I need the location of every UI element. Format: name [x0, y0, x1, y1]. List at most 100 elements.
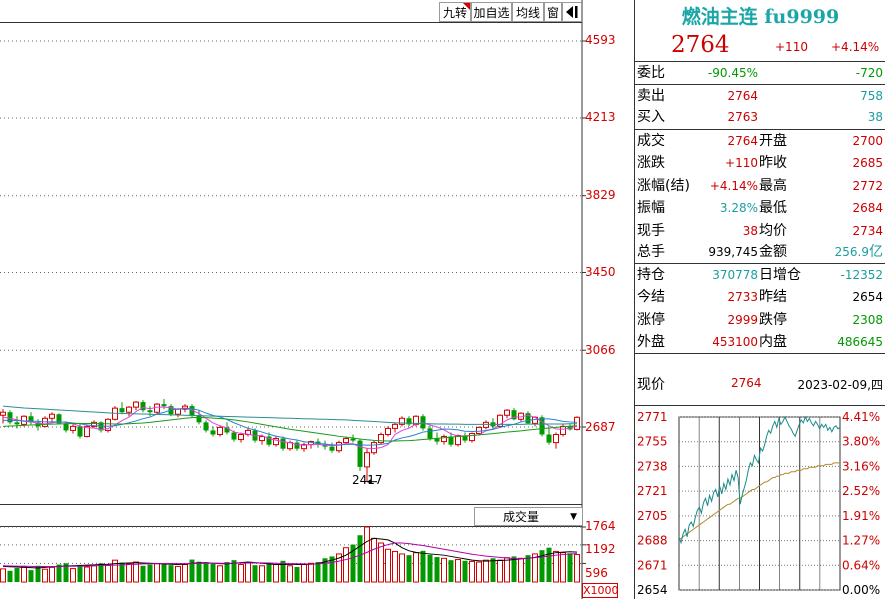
intraday-chart[interactable]: 2771 4.41% 2755 3.80% 2738 3.16% 2721 2.52% 2705… — [635, 405, 885, 599]
candle-body — [497, 414, 503, 427]
volume-bar — [119, 562, 125, 582]
volume-bar — [231, 560, 237, 582]
add-favorite-button[interactable]: 加自选 — [471, 2, 512, 22]
weibi-row: 委比 -90.45% -720 — [637, 65, 883, 81]
stat-row: 涨停 2999 跌停 2308 — [637, 311, 883, 328]
volume-bar — [357, 535, 363, 582]
volume-bar — [42, 568, 48, 583]
candle-body — [329, 446, 335, 451]
volume-bar — [539, 550, 545, 582]
last-price: 2764 — [671, 32, 730, 58]
volume-bar — [336, 553, 342, 583]
candle-body — [539, 417, 545, 435]
indicator-select-label: 成交量 — [502, 510, 539, 524]
buy-row: 买入 2763 38 — [637, 109, 883, 125]
candle-body — [483, 421, 489, 428]
volume-bar — [413, 552, 419, 583]
volume-bar — [14, 567, 20, 582]
volume-bar — [224, 562, 230, 582]
candle-body — [511, 410, 517, 420]
candle-body — [63, 423, 69, 431]
volume-bar — [315, 562, 321, 582]
nine-turn-button[interactable]: 九转 — [439, 2, 471, 22]
kline-chart[interactable] — [0, 0, 634, 599]
candle-body — [259, 436, 265, 442]
intraday-price-label: 2721 — [637, 484, 668, 498]
moving-average-button[interactable]: 均线 — [512, 2, 544, 22]
volume-bar — [483, 559, 489, 583]
nine-turn-marker-icon — [463, 3, 470, 10]
candle-body — [525, 413, 531, 424]
candle-body — [364, 452, 370, 468]
candle-body — [462, 435, 468, 441]
candle-body — [546, 434, 552, 443]
volume-bar — [350, 544, 356, 582]
candle-body — [7, 412, 13, 423]
window-button[interactable]: 窗 — [544, 2, 562, 22]
exit-button[interactable] — [562, 2, 582, 22]
candle-body — [427, 428, 433, 439]
volume-bar — [462, 560, 468, 582]
stat-row: 振幅 3.28% 最低 2684 — [637, 200, 883, 217]
indicator-select[interactable]: 成交量 ▼ — [474, 507, 583, 526]
candle-body — [420, 416, 426, 429]
volume-bar — [140, 565, 146, 582]
sell-row: 卖出 2764 758 — [637, 88, 883, 104]
volume-bar — [420, 550, 426, 582]
moving-average-label: 均线 — [515, 6, 540, 20]
candle-body — [343, 438, 349, 444]
volume-bar — [266, 563, 272, 582]
volume-bar — [560, 552, 566, 583]
price-change-pct: +4.14% — [831, 40, 880, 54]
ma20-line — [2, 416, 578, 442]
intraday-pct-label: 3.16% — [842, 459, 880, 473]
stat-row: 持仓 370778 日增仓 -12352 — [637, 267, 883, 283]
volume-bar — [98, 563, 104, 582]
intraday-price-label: 2755 — [637, 435, 668, 449]
price-change: +110 — [775, 40, 808, 54]
stat-row: 现手 38 均价 2734 — [637, 222, 883, 239]
volume-bar — [147, 564, 153, 582]
volume-bar — [196, 561, 202, 582]
volume-bar — [532, 553, 538, 583]
candle-body — [301, 444, 307, 450]
volume-bar — [7, 570, 13, 582]
stat-row: 涨跌 +110 昨收 2685 — [637, 155, 883, 172]
volume-bar — [294, 567, 300, 582]
volume-bar — [469, 560, 475, 583]
candle-body — [406, 418, 412, 425]
price-axis-label: 4593 — [585, 33, 616, 47]
volume-bar — [364, 526, 370, 583]
candle-body — [280, 438, 286, 449]
intraday-pct-label: 0.00% — [842, 583, 880, 597]
volume-bar — [511, 556, 517, 582]
candle-body — [238, 433, 244, 441]
volume-bar — [21, 565, 27, 583]
volume-bar — [329, 556, 335, 582]
candle-body — [175, 408, 181, 415]
volume-bar — [392, 550, 398, 583]
candle-body — [133, 401, 139, 408]
candle-body — [399, 417, 405, 425]
add-favorite-label: 加自选 — [473, 6, 510, 20]
volume-bar — [63, 563, 69, 582]
volume-bar — [189, 559, 195, 582]
volume-bar — [0, 568, 6, 583]
volume-bar — [504, 557, 510, 583]
stat-row: 今结 2733 昨结 2654 — [637, 289, 883, 306]
volume-bar — [448, 560, 454, 582]
candle-body — [476, 426, 482, 434]
volume-bar — [308, 562, 314, 583]
candle-body — [441, 436, 447, 443]
volume-bar — [371, 537, 377, 583]
volume-bar — [406, 555, 412, 582]
volume-bar — [133, 561, 139, 583]
candle-body — [0, 411, 6, 416]
nine-turn-label: 九转 — [442, 6, 467, 20]
candle-body — [196, 415, 202, 423]
volume-bar — [546, 547, 552, 582]
candle-body — [119, 408, 125, 413]
volume-axis-label: 596 — [585, 566, 608, 580]
volume-bar — [574, 554, 580, 583]
price-axis-label: 4213 — [585, 110, 616, 124]
